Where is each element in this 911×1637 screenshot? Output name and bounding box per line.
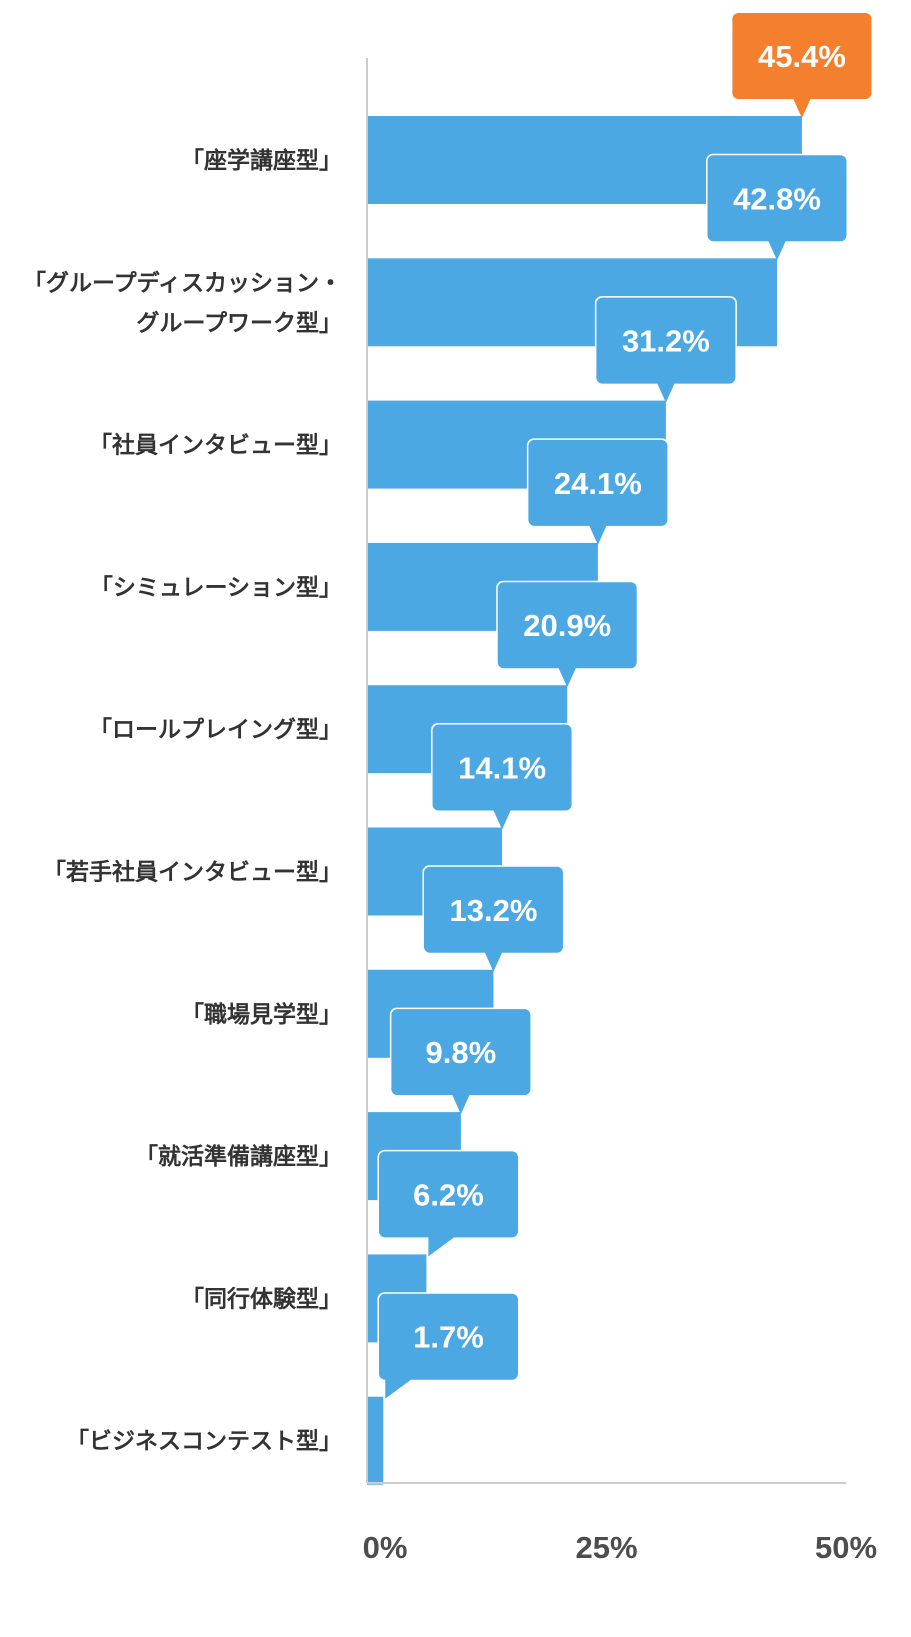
category-labels: 「座学講座型」「グループディスカッション・グループワーク型」「社員インタビュー型… bbox=[23, 147, 342, 1455]
axes bbox=[366, 58, 846, 1484]
category-label: グループワーク型」 bbox=[136, 309, 342, 336]
x-tick-labels: 0% 25% 50% bbox=[363, 1530, 877, 1565]
callout-pointer bbox=[792, 98, 811, 118]
data-label: 42.8% bbox=[733, 181, 821, 216]
callout-pointer bbox=[385, 1378, 413, 1399]
bar bbox=[367, 1396, 384, 1485]
data-label-callout: 45.4% bbox=[730, 11, 873, 118]
data-label-callout: 9.8% bbox=[389, 1007, 532, 1115]
data-label: 20.9% bbox=[523, 608, 611, 643]
callout-pointer bbox=[656, 382, 675, 403]
callout-pointer bbox=[493, 809, 512, 830]
data-label: 14.1% bbox=[458, 751, 546, 786]
callout-pointer bbox=[768, 240, 787, 261]
callout-pointer bbox=[451, 1094, 470, 1115]
data-label-callout: 6.2% bbox=[377, 1149, 520, 1257]
data-label: 1.7% bbox=[413, 1320, 484, 1355]
category-label: 「若手社員インタビュー型」 bbox=[43, 859, 342, 886]
x-tick-label: 0% bbox=[363, 1530, 408, 1565]
data-label: 9.8% bbox=[426, 1035, 497, 1070]
callout-box bbox=[432, 724, 572, 811]
callout-box bbox=[732, 13, 872, 99]
category-label: 「グループディスカッション・ bbox=[23, 269, 342, 296]
data-label-callout: 24.1% bbox=[526, 438, 669, 545]
x-tick-label: 50% bbox=[815, 1530, 877, 1565]
data-label-callouts: 45.4% 42.8% 31.2% 24.1% 20.9% 14.1% 13.2% 9.8% 6… bbox=[377, 11, 873, 1399]
category-label: 「ビジネスコンテスト型」 bbox=[66, 1429, 342, 1455]
x-tick-label: 25% bbox=[575, 1530, 637, 1565]
callout-box bbox=[528, 439, 668, 526]
data-label: 13.2% bbox=[450, 893, 538, 928]
data-label: 31.2% bbox=[622, 324, 710, 359]
data-label-callout: 14.1% bbox=[431, 723, 574, 830]
data-label-callout: 20.9% bbox=[496, 580, 639, 688]
data-label-callout: 31.2% bbox=[594, 296, 737, 403]
data-label-callout: 42.8% bbox=[706, 153, 849, 261]
data-label: 6.2% bbox=[413, 1177, 484, 1212]
callout-box bbox=[391, 1009, 531, 1096]
category-label: 「座学講座型」 bbox=[181, 147, 342, 174]
callout-box bbox=[423, 866, 563, 953]
data-label: 45.4% bbox=[758, 39, 846, 74]
category-label: 「ロールプレイング型」 bbox=[89, 716, 342, 743]
data-label-callout: 1.7% bbox=[377, 1292, 520, 1399]
callout-pointer bbox=[588, 524, 607, 545]
callout-pointer bbox=[558, 667, 577, 688]
category-label: 「シミュレーション型」 bbox=[90, 575, 342, 601]
data-label: 24.1% bbox=[554, 466, 642, 501]
callout-box bbox=[497, 582, 637, 669]
callout-box bbox=[379, 1151, 518, 1238]
callout-box bbox=[379, 1293, 518, 1380]
callout-box bbox=[707, 155, 847, 242]
callout-pointer bbox=[428, 1236, 456, 1257]
category-label: 「就活準備講座型」 bbox=[135, 1143, 342, 1170]
callout-pointer bbox=[484, 951, 503, 972]
category-label: 「職場見学型」 bbox=[181, 1001, 342, 1028]
data-label-callout: 13.2% bbox=[422, 865, 565, 972]
category-label: 「同行体験型」 bbox=[181, 1285, 342, 1312]
category-label: 「社員インタビュー型」 bbox=[89, 432, 342, 459]
callout-box bbox=[596, 297, 736, 384]
